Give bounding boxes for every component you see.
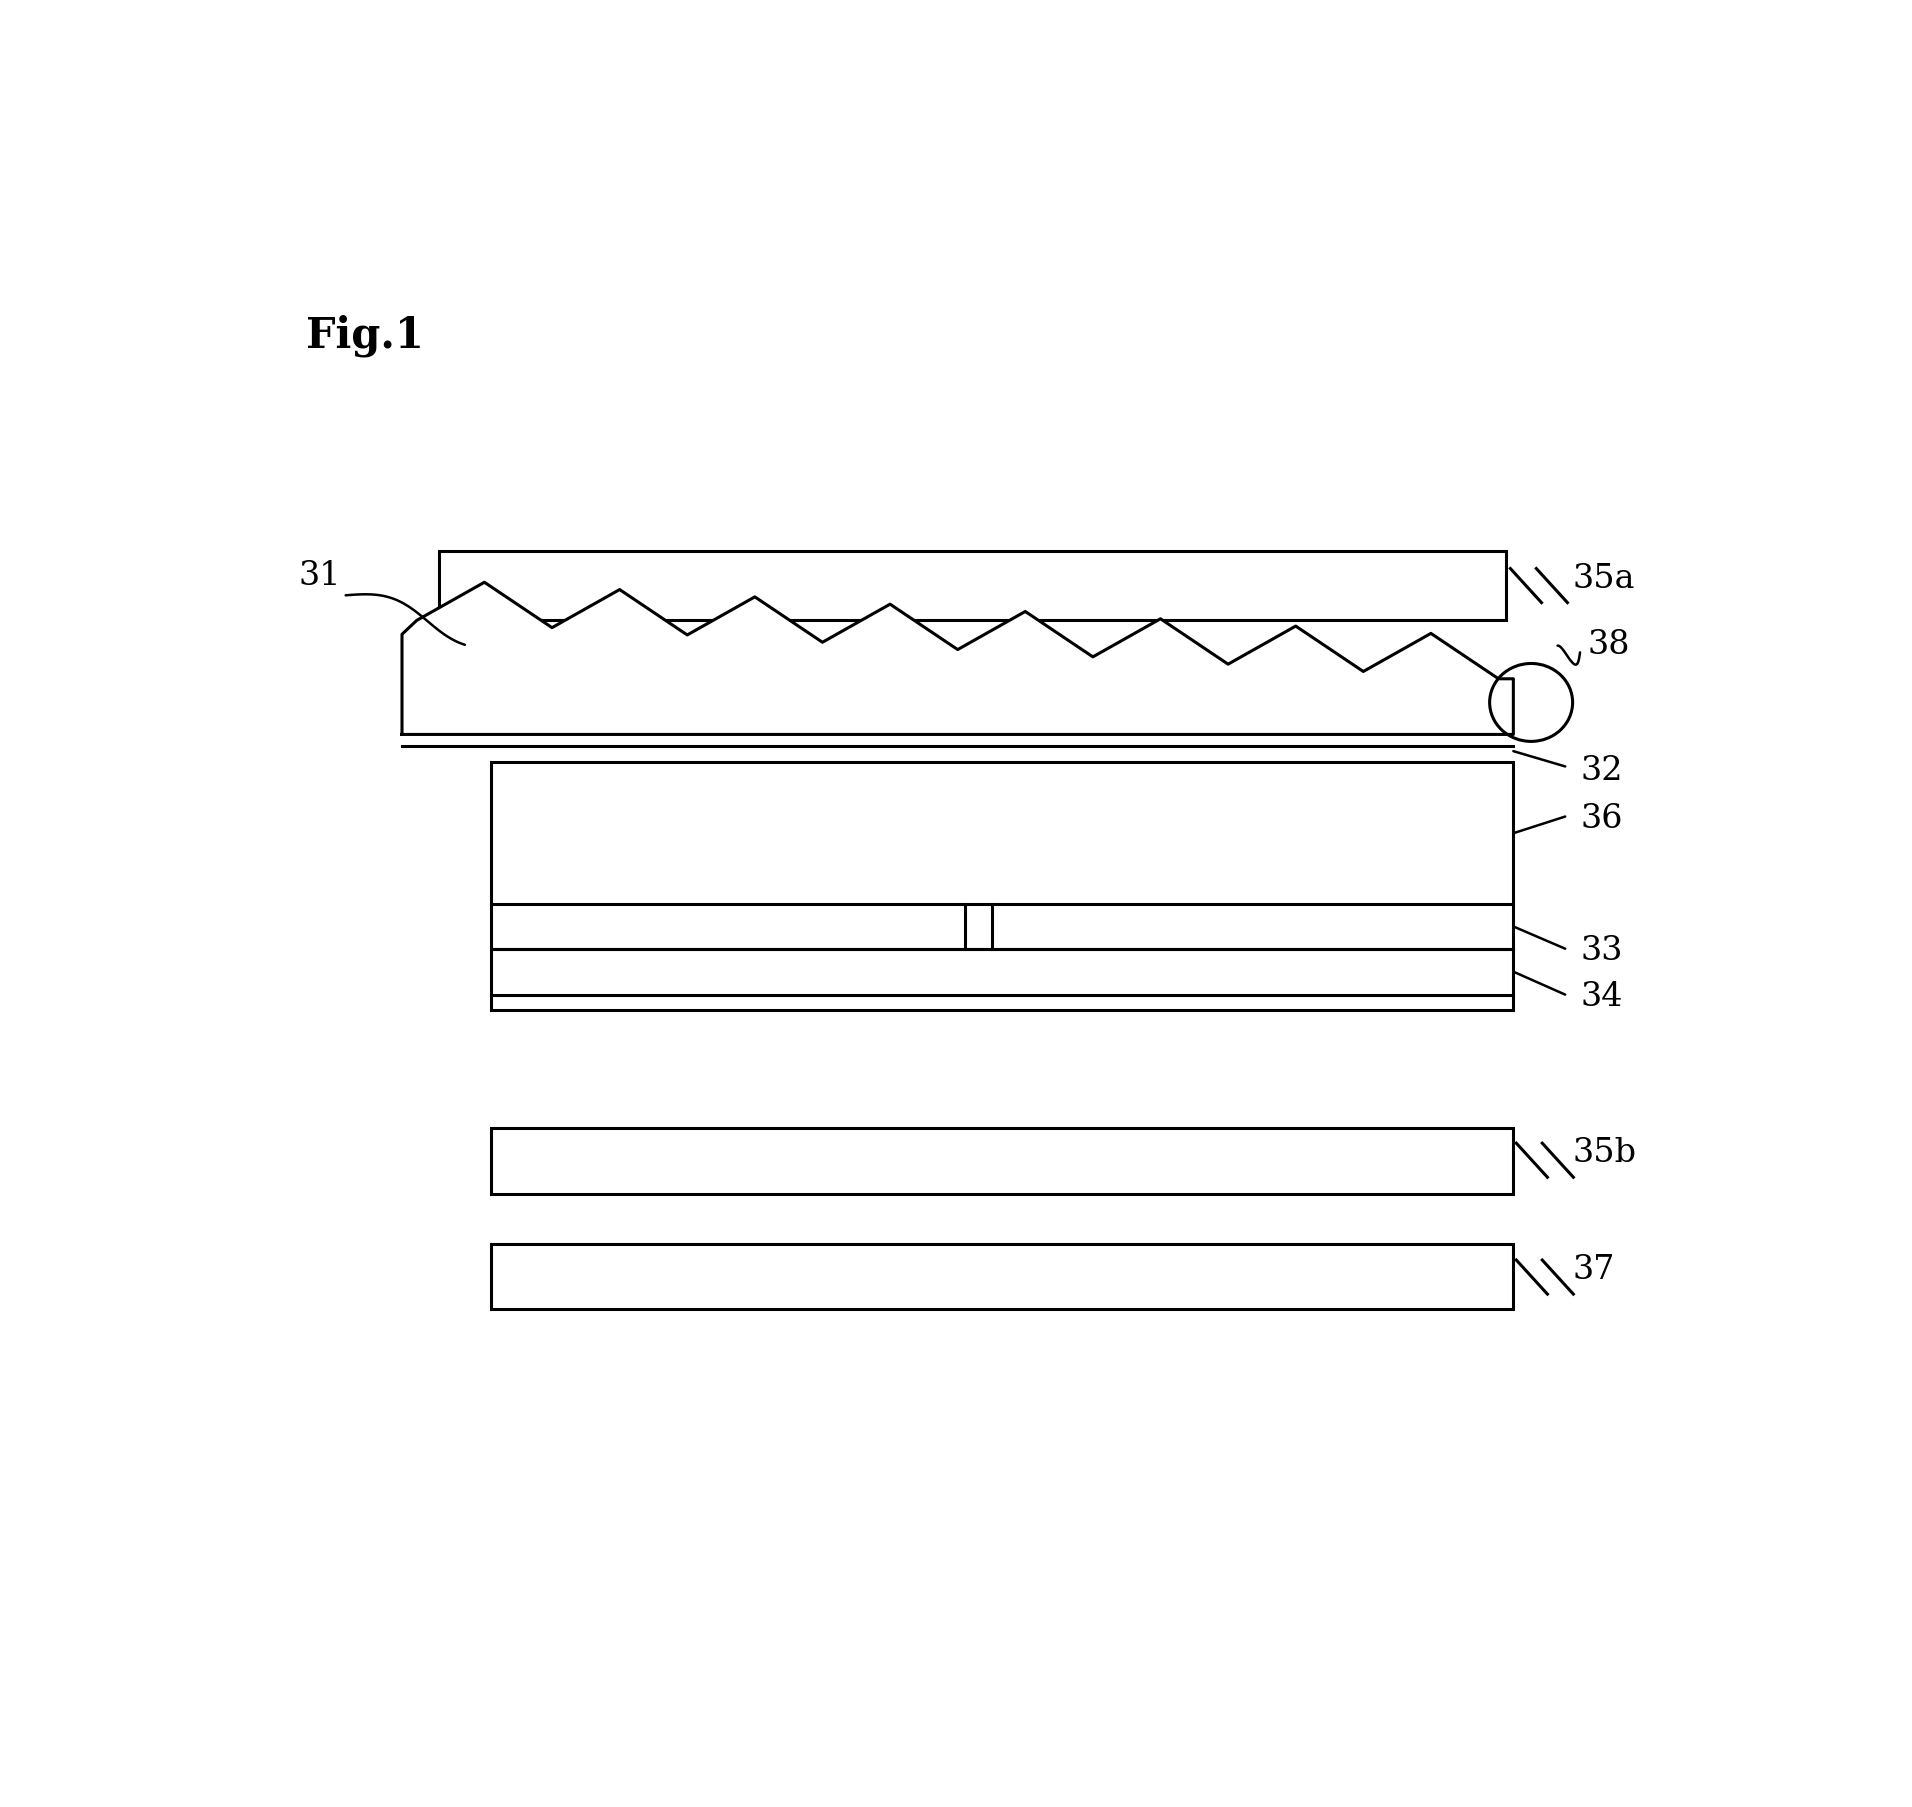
Text: 34: 34 <box>1579 981 1623 1014</box>
Text: 32: 32 <box>1579 755 1623 786</box>
Bar <box>491 763 1512 1010</box>
Bar <box>491 1128 1512 1194</box>
Text: 35b: 35b <box>1572 1137 1637 1169</box>
Text: 33: 33 <box>1579 936 1623 967</box>
Polygon shape <box>402 582 1512 734</box>
Text: 31: 31 <box>298 560 340 593</box>
Text: 38: 38 <box>1587 629 1629 661</box>
Text: Fig.1: Fig.1 <box>306 314 424 356</box>
Text: 37: 37 <box>1572 1254 1616 1287</box>
Text: 35a: 35a <box>1572 562 1635 595</box>
Text: 36: 36 <box>1579 804 1623 835</box>
Bar <box>491 1243 1512 1308</box>
Bar <box>440 551 1507 620</box>
